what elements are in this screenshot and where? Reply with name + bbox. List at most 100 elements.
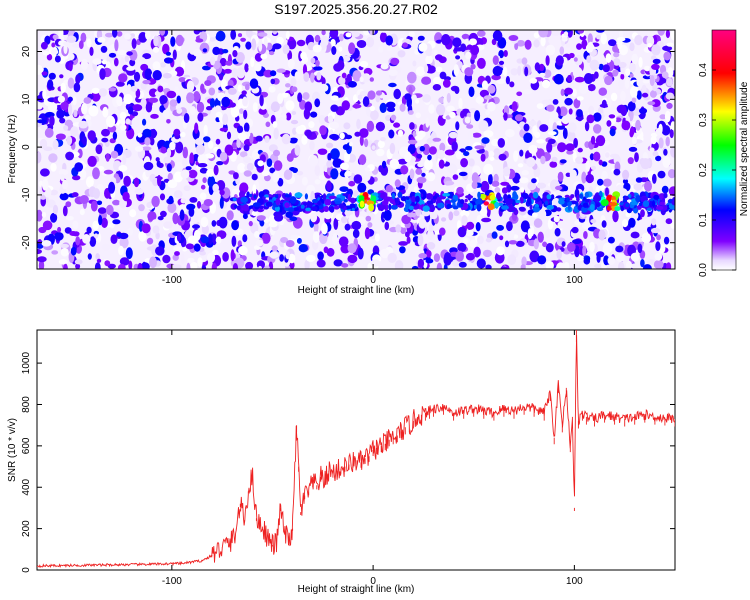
spectrogram-cell <box>221 96 231 108</box>
spectrogram-cell <box>566 150 574 155</box>
spectrogram-cell <box>649 90 657 98</box>
spectrogram-cell <box>545 260 554 269</box>
spectrogram-cell <box>52 204 59 215</box>
spectrogram-cell <box>57 226 62 233</box>
spectrogram-cell <box>285 240 295 248</box>
spectrogram-cell <box>527 181 537 191</box>
spectrogram-cell <box>73 82 81 93</box>
spectrogram-cell <box>522 89 533 95</box>
spectrogram-cell <box>163 221 173 229</box>
spectrogram-cell <box>481 217 492 223</box>
spectrogram-cell <box>41 240 52 247</box>
spectrogram-band-cell <box>277 193 282 198</box>
spectrogram-cell <box>37 151 42 163</box>
spectrogram-cell <box>208 87 216 96</box>
spectrogram-cell <box>296 39 306 47</box>
spectrogram-cell <box>427 229 434 241</box>
spectrogram-cell <box>41 71 48 76</box>
spectrogram-band-cell <box>550 194 555 200</box>
spectrogram-cell <box>72 220 79 230</box>
spectrogram-cell <box>67 96 73 102</box>
spectrogram-band-cell <box>642 200 650 208</box>
spectrogram-cell <box>285 211 294 219</box>
spectrogram-cell <box>70 126 79 137</box>
spectrogram-cell <box>215 138 221 145</box>
spectrogram-cell <box>256 215 266 221</box>
spectrogram-cell <box>575 156 584 164</box>
spectrogram-cell <box>339 186 349 193</box>
spectrogram-cell <box>71 192 79 198</box>
spectrogram-cell <box>239 108 244 114</box>
spectrogram-cell <box>488 173 493 185</box>
spectrogram-cell <box>461 33 470 40</box>
spectrogram-cell <box>465 229 474 237</box>
spectrogram-cell <box>67 77 75 89</box>
spectrogram-cell <box>620 73 625 80</box>
spectrogram-band-cell <box>288 207 295 213</box>
spectrogram-cell <box>610 92 618 102</box>
spectrogram-cell <box>616 253 625 263</box>
spectrogram-cell <box>55 133 66 140</box>
spectrogram-cell <box>294 71 301 81</box>
spectrogram-cell <box>269 167 276 174</box>
spectrogram-cell <box>460 158 468 168</box>
spectrogram-cell <box>105 204 114 216</box>
spectrogram-cell <box>455 151 463 160</box>
spectrogram-cell <box>230 30 237 40</box>
spectrogram-cell <box>152 225 160 234</box>
spectrogram-cell <box>520 264 526 269</box>
spectrogram-cell <box>251 173 258 181</box>
spectrogram-cell <box>647 43 652 48</box>
spectrogram-cell <box>60 101 69 111</box>
spectrogram-cell <box>372 161 382 167</box>
spectrogram-cell <box>341 100 350 111</box>
spectrogram-cell <box>333 259 343 267</box>
spectrogram-cell <box>496 78 506 84</box>
spectrogram-cell <box>318 114 326 125</box>
spectrogram-cell <box>416 153 423 159</box>
spectrogram-cell <box>555 185 563 191</box>
spectrogram-cell <box>151 128 157 139</box>
spectrogram-cell <box>557 220 566 229</box>
spectrogram-cell <box>301 135 308 145</box>
spectrogram-cell <box>137 262 143 269</box>
spectrogram-cell <box>173 128 181 137</box>
spectrogram-cell <box>282 44 290 55</box>
spectrogram-cell <box>68 53 75 61</box>
spectrogram-cell <box>646 259 656 265</box>
spectrogram-band-cell <box>529 204 533 210</box>
spectrogram-band-cell <box>611 199 617 203</box>
spectrogram-cell <box>218 216 228 229</box>
spectrogram-band-cell <box>406 196 410 200</box>
spectrogram-cell <box>615 245 624 253</box>
spectrogram-cell <box>553 215 560 223</box>
spectrogram-cell <box>292 167 298 173</box>
spectrogram-cell <box>244 63 249 73</box>
spectrogram-cell <box>411 265 419 269</box>
spectrogram-cell <box>527 228 533 240</box>
spectrogram-cell <box>475 222 481 232</box>
spectrogram-cell <box>494 187 501 193</box>
spectrogram-cell <box>506 221 513 232</box>
spectrogram-cell <box>661 71 669 79</box>
spectrogram-cell <box>74 259 83 265</box>
spectrogram-cell <box>211 262 217 269</box>
spectrogram-band-cell <box>501 205 509 210</box>
spectrogram-cell <box>233 46 239 51</box>
spectrogram-cell <box>523 132 533 143</box>
spectrogram-cell <box>60 82 66 93</box>
spectrogram-cell <box>48 153 58 163</box>
spectrogram-cell <box>642 264 652 269</box>
spectrogram-y-label: Frequency (Hz) <box>7 115 18 184</box>
spectrogram-cell <box>398 241 408 246</box>
spectrogram-cell <box>558 106 568 117</box>
spectrogram-cell <box>363 30 370 36</box>
spectrogram-cell <box>463 151 470 157</box>
spectrogram-cell <box>116 232 122 237</box>
spectrogram-cell <box>556 124 566 130</box>
spectrogram-cell <box>349 141 353 147</box>
spectrogram-cell <box>126 51 133 56</box>
spectrogram-cell <box>232 50 238 58</box>
spectrogram-cell <box>91 87 100 94</box>
